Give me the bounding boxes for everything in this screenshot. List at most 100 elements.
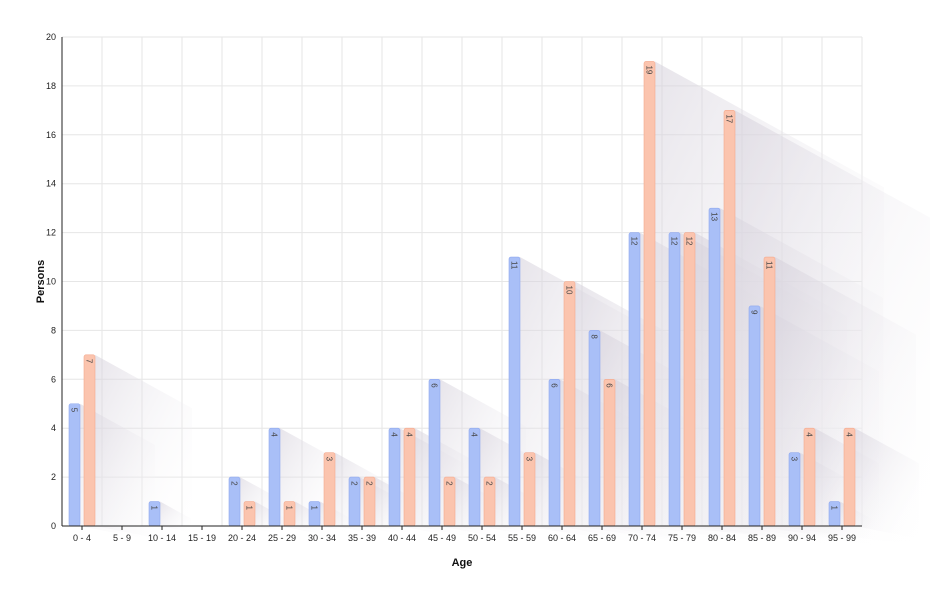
bar-value-label: 4	[270, 432, 279, 437]
x-tick-label: 85 - 89	[748, 533, 776, 543]
x-tick-label: 25 - 29	[268, 533, 296, 543]
x-tick-label: 95 - 99	[828, 533, 856, 543]
bar-value-label: 12	[685, 237, 694, 246]
bar-value-label: 9	[750, 310, 759, 315]
bars	[68, 61, 856, 527]
bar-value-label: 1	[285, 506, 294, 511]
x-tick-label: 30 - 34	[308, 533, 336, 543]
y-tick-label: 16	[46, 130, 56, 140]
x-tick-label: 75 - 79	[668, 533, 696, 543]
bar[interactable]	[323, 452, 336, 527]
x-tick-label: 45 - 49	[428, 533, 456, 543]
bar-value-label: 3	[525, 457, 534, 462]
bar[interactable]	[83, 354, 96, 527]
bar-shadow	[160, 501, 192, 533]
bar-shadow	[95, 354, 193, 546]
x-axis-title: Age	[452, 557, 473, 569]
bar[interactable]	[603, 378, 616, 527]
bar[interactable]	[588, 330, 601, 527]
bar-value-label: 4	[805, 432, 814, 437]
x-tick-label: 60 - 64	[548, 533, 576, 543]
bar[interactable]	[468, 427, 481, 527]
bar-value-label: 8	[590, 334, 599, 339]
bar-value-label: 17	[725, 114, 734, 123]
bar[interactable]	[508, 256, 521, 527]
bar[interactable]	[628, 232, 641, 527]
bar[interactable]	[683, 232, 696, 527]
bar[interactable]	[643, 61, 656, 527]
bar-value-label: 1	[310, 506, 319, 511]
y-tick-label: 4	[51, 423, 56, 433]
bar[interactable]	[708, 207, 721, 527]
bar[interactable]	[268, 427, 281, 527]
x-tick-label: 0 - 4	[73, 533, 91, 543]
bar-value-label: 11	[510, 261, 519, 270]
bar-value-label: 13	[710, 212, 719, 221]
y-axis-title: Persons	[35, 260, 47, 303]
bar-value-label: 5	[70, 408, 79, 413]
bar[interactable]	[843, 427, 856, 527]
x-tick-label: 35 - 39	[348, 533, 376, 543]
bar-value-label: 1	[245, 506, 254, 511]
bar-value-label: 6	[550, 383, 559, 388]
bar[interactable]	[723, 110, 736, 527]
bar-value-label: 12	[670, 237, 679, 246]
y-tick-label: 8	[51, 325, 56, 335]
bar-value-label: 4	[390, 432, 399, 437]
x-tick-label: 15 - 19	[188, 533, 216, 543]
bar[interactable]	[523, 452, 536, 527]
x-tick-label: 20 - 24	[228, 533, 256, 543]
x-tick-label: 65 - 69	[588, 533, 616, 543]
bar-value-label: 19	[645, 65, 654, 74]
x-tick-label: 5 - 9	[113, 533, 131, 543]
bar[interactable]	[548, 378, 561, 527]
bar-value-label: 6	[605, 383, 614, 388]
bar-value-label: 1	[150, 506, 159, 511]
bar-value-label: 6	[430, 383, 439, 388]
bar[interactable]	[748, 305, 761, 527]
bar-value-label: 3	[790, 457, 799, 462]
bar-value-label: 4	[470, 432, 479, 437]
bar-value-label: 11	[765, 261, 774, 270]
bar[interactable]	[788, 452, 801, 527]
x-tick-label: 10 - 14	[148, 533, 176, 543]
x-tick-label: 55 - 59	[508, 533, 536, 543]
y-tick-label: 12	[46, 228, 56, 238]
x-tick-label: 50 - 54	[468, 533, 496, 543]
bar-value-label: 2	[350, 481, 359, 486]
bar-value-label: 2	[485, 481, 494, 486]
y-tick-label: 0	[51, 521, 56, 531]
bar[interactable]	[403, 427, 416, 527]
bar-value-label: 10	[565, 286, 574, 295]
bar-value-label: 3	[325, 457, 334, 462]
bar-shadows	[80, 61, 930, 546]
y-tick-label: 18	[46, 81, 56, 91]
y-tick-label: 2	[51, 472, 56, 482]
bar-value-label: 2	[230, 481, 239, 486]
bar[interactable]	[388, 427, 401, 527]
y-tick-label: 6	[51, 374, 56, 384]
bar-value-label: 4	[405, 432, 414, 437]
x-tick-label: 80 - 84	[708, 533, 736, 543]
bar[interactable]	[668, 232, 681, 527]
x-tick-label: 90 - 94	[788, 533, 816, 543]
bar-value-label: 2	[365, 481, 374, 486]
bar[interactable]	[803, 427, 816, 527]
bar-value-label: 2	[445, 481, 454, 486]
bar[interactable]	[428, 378, 441, 527]
bar-value-label: 7	[85, 359, 94, 364]
x-tick-label: 70 - 74	[628, 533, 656, 543]
bar[interactable]	[763, 256, 776, 527]
x-tick-label: 40 - 44	[388, 533, 416, 543]
y-tick-label: 10	[46, 277, 56, 287]
bar-shadow	[855, 428, 920, 539]
y-tick-label: 20	[46, 32, 56, 42]
bar-value-label: 4	[845, 432, 854, 437]
bar-value-label: 12	[630, 237, 639, 246]
bar[interactable]	[68, 403, 81, 527]
axes	[61, 37, 862, 530]
bar[interactable]	[563, 281, 576, 527]
